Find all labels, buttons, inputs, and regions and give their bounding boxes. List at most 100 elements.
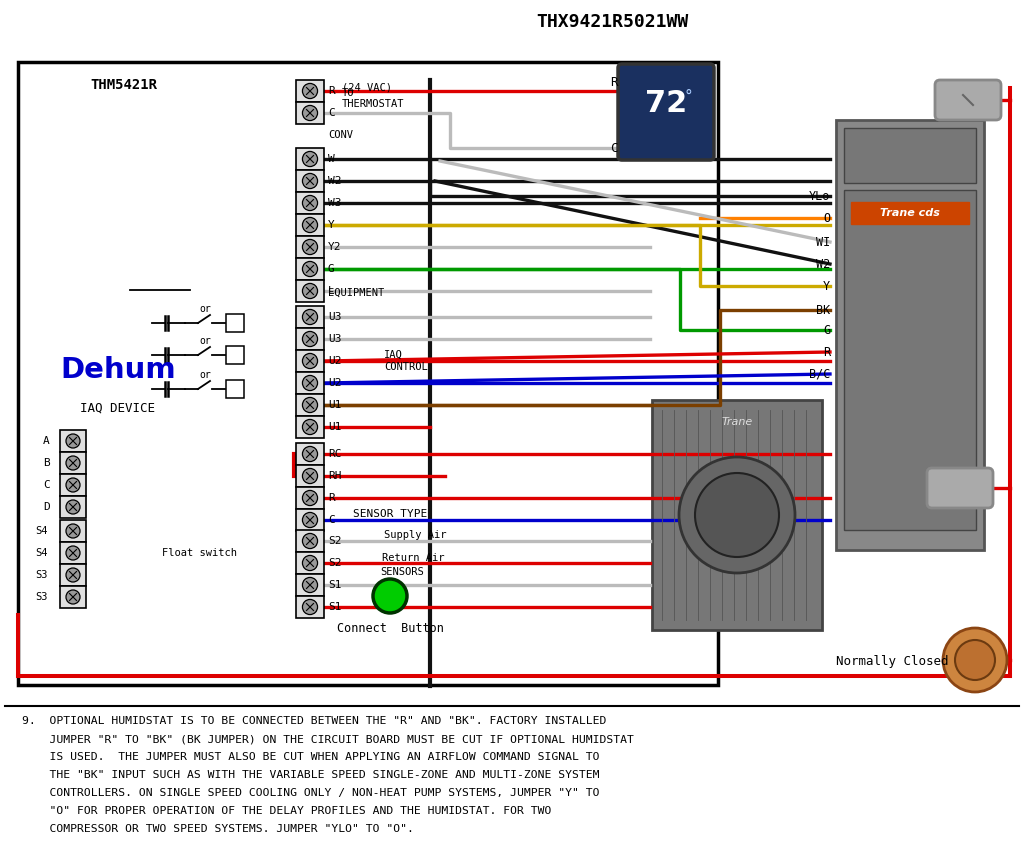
Text: Connect  Button: Connect Button bbox=[337, 622, 443, 635]
Text: Trane: Trane bbox=[721, 417, 753, 427]
Text: S1: S1 bbox=[328, 602, 341, 612]
Text: U2: U2 bbox=[328, 356, 341, 366]
Circle shape bbox=[302, 262, 317, 276]
Text: Normally Closed: Normally Closed bbox=[836, 656, 948, 669]
Circle shape bbox=[302, 513, 317, 527]
Circle shape bbox=[66, 524, 80, 538]
Text: U2: U2 bbox=[328, 378, 341, 388]
Text: RC: RC bbox=[328, 449, 341, 459]
Circle shape bbox=[302, 196, 317, 210]
Bar bbox=[60, 542, 86, 564]
Bar bbox=[296, 350, 324, 372]
Bar bbox=[851, 202, 969, 224]
Circle shape bbox=[66, 546, 80, 560]
Circle shape bbox=[302, 332, 317, 346]
Bar bbox=[296, 443, 324, 465]
Circle shape bbox=[302, 397, 317, 412]
Bar bbox=[296, 372, 324, 394]
Bar bbox=[836, 120, 984, 550]
Text: YLo: YLo bbox=[809, 190, 830, 203]
Text: CONV: CONV bbox=[328, 130, 353, 140]
Bar bbox=[60, 564, 86, 586]
Bar bbox=[296, 192, 324, 214]
Text: A: A bbox=[43, 436, 50, 446]
Circle shape bbox=[302, 217, 317, 233]
Text: °: ° bbox=[684, 88, 692, 104]
Circle shape bbox=[302, 353, 317, 369]
Text: S2: S2 bbox=[328, 536, 341, 546]
Text: S4: S4 bbox=[36, 548, 48, 558]
Circle shape bbox=[943, 628, 1007, 692]
Text: W: W bbox=[328, 154, 335, 164]
Bar bbox=[296, 487, 324, 509]
Text: Supply Air: Supply Air bbox=[384, 530, 446, 540]
Circle shape bbox=[66, 568, 80, 582]
Bar bbox=[296, 102, 324, 124]
Bar bbox=[296, 170, 324, 192]
Text: Y: Y bbox=[823, 280, 830, 293]
Bar bbox=[296, 416, 324, 438]
Text: Float switch: Float switch bbox=[163, 548, 238, 558]
Text: W2: W2 bbox=[816, 257, 830, 270]
Bar bbox=[60, 520, 86, 542]
Text: THE "BK" INPUT SUCH AS WITH THE VARIABLE SPEED SINGLE-ZONE AND MULTI-ZONE SYSTEM: THE "BK" INPUT SUCH AS WITH THE VARIABLE… bbox=[22, 770, 599, 780]
Text: COMPRESSOR OR TWO SPEED SYSTEMS. JUMPER "YLO" TO "O".: COMPRESSOR OR TWO SPEED SYSTEMS. JUMPER … bbox=[22, 824, 414, 834]
Text: C: C bbox=[610, 141, 618, 154]
Circle shape bbox=[679, 457, 795, 573]
Circle shape bbox=[302, 447, 317, 462]
Bar bbox=[296, 328, 324, 350]
Text: THM5421R: THM5421R bbox=[90, 78, 157, 92]
Text: "O" FOR PROPER OPERATION OF THE DELAY PROFILES AND THE HUMIDSTAT. FOR TWO: "O" FOR PROPER OPERATION OF THE DELAY PR… bbox=[22, 806, 551, 816]
Text: TO: TO bbox=[342, 88, 354, 98]
Text: 9.  OPTIONAL HUMIDSTAT IS TO BE CONNECTED BETWEEN THE "R" AND "BK". FACTORY INST: 9. OPTIONAL HUMIDSTAT IS TO BE CONNECTED… bbox=[22, 716, 606, 726]
Text: or: or bbox=[199, 336, 211, 346]
FancyBboxPatch shape bbox=[618, 64, 714, 160]
Text: Trane cds: Trane cds bbox=[880, 208, 940, 218]
Bar bbox=[296, 465, 324, 487]
Bar bbox=[296, 214, 324, 236]
FancyBboxPatch shape bbox=[927, 468, 993, 508]
Text: or: or bbox=[199, 304, 211, 314]
Circle shape bbox=[955, 640, 995, 680]
Text: C: C bbox=[43, 480, 50, 490]
Circle shape bbox=[66, 478, 80, 492]
Bar bbox=[60, 430, 86, 452]
Text: THX9421R5021WW: THX9421R5021WW bbox=[536, 13, 688, 31]
Text: EQUIPMENT: EQUIPMENT bbox=[328, 288, 384, 298]
Text: B/C: B/C bbox=[809, 367, 830, 380]
Circle shape bbox=[302, 376, 317, 391]
Bar bbox=[296, 306, 324, 328]
Text: WI: WI bbox=[816, 236, 830, 249]
Bar bbox=[60, 496, 86, 518]
Bar bbox=[844, 128, 976, 183]
Circle shape bbox=[302, 239, 317, 255]
Circle shape bbox=[302, 106, 317, 120]
Bar bbox=[296, 148, 324, 170]
Text: W3: W3 bbox=[328, 198, 341, 208]
Bar bbox=[296, 280, 324, 302]
Text: W2: W2 bbox=[328, 176, 341, 186]
Bar bbox=[296, 574, 324, 596]
Circle shape bbox=[302, 490, 317, 506]
Circle shape bbox=[302, 578, 317, 592]
Bar bbox=[60, 452, 86, 474]
Text: Return Air: Return Air bbox=[382, 553, 444, 563]
Text: U1: U1 bbox=[328, 400, 341, 410]
Text: U1: U1 bbox=[328, 422, 341, 432]
Bar bbox=[652, 400, 822, 630]
Text: L: L bbox=[328, 286, 335, 296]
Circle shape bbox=[302, 173, 317, 189]
Text: R: R bbox=[823, 346, 830, 359]
Text: RH: RH bbox=[328, 471, 341, 481]
Circle shape bbox=[66, 590, 80, 604]
Circle shape bbox=[302, 309, 317, 325]
Circle shape bbox=[302, 469, 317, 483]
Circle shape bbox=[695, 473, 779, 557]
Text: IAQ DEVICE: IAQ DEVICE bbox=[81, 402, 156, 415]
Circle shape bbox=[66, 456, 80, 470]
Text: SENSOR TYPE: SENSOR TYPE bbox=[353, 509, 427, 519]
Bar bbox=[226, 346, 244, 364]
Text: SENSORS: SENSORS bbox=[380, 567, 424, 577]
Text: G: G bbox=[328, 264, 335, 274]
Bar bbox=[844, 190, 976, 530]
